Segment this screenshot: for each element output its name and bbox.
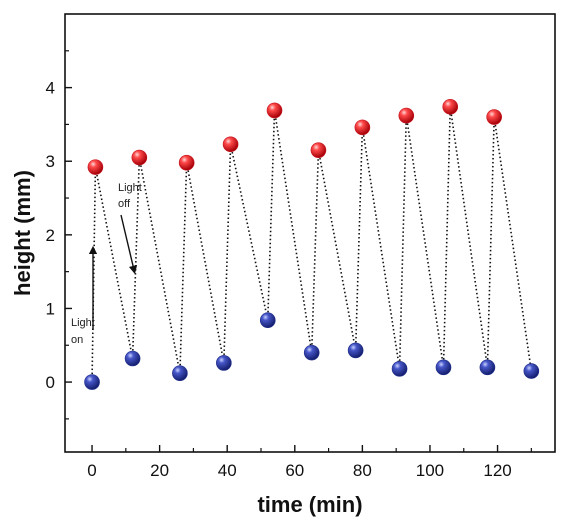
light-off-point — [259, 312, 276, 329]
light-on-point — [310, 142, 327, 158]
annotations: Light on Light off — [71, 182, 142, 346]
y-tick-label: 1 — [46, 299, 55, 318]
x-tick-label: 120 — [483, 461, 511, 480]
x-tick-label: 40 — [218, 461, 237, 480]
light-on-point — [266, 102, 283, 119]
x-tick-label: 0 — [87, 461, 96, 480]
light-on-point — [87, 159, 104, 175]
y-axis-ticks: 0 1 2 3 4 — [46, 50, 72, 420]
x-tick-label: 60 — [285, 461, 304, 480]
light-on-point — [398, 107, 415, 124]
light-off-point — [479, 359, 496, 376]
x-tick-label: 20 — [150, 461, 169, 480]
connector-segment — [405, 115, 445, 368]
light-on-label: Light — [71, 317, 95, 329]
light-on-point — [442, 98, 459, 115]
x-axis-title: time (min) — [257, 492, 362, 517]
light-off-point — [84, 374, 100, 390]
light-on-label: on — [71, 334, 83, 346]
connector-segment — [179, 162, 188, 374]
light-on-point — [131, 149, 148, 166]
y-tick-label: 3 — [46, 152, 55, 171]
connector-segment — [317, 150, 357, 351]
connector-segment — [229, 144, 269, 321]
light-off-point — [172, 365, 188, 382]
y-tick-label: 0 — [46, 373, 55, 392]
light-off-point — [216, 355, 232, 371]
light-off-point — [391, 361, 408, 377]
light-off-point — [303, 344, 320, 361]
connector-segment — [442, 106, 452, 368]
connector-segment — [449, 106, 489, 368]
light-on-point — [354, 119, 371, 136]
x-axis-ticks: 0 20 40 60 80 100 120 — [87, 445, 532, 480]
y-tick-label: 4 — [46, 79, 55, 98]
connector-segment — [223, 144, 232, 363]
connector-segment — [185, 162, 225, 364]
connector-segment — [398, 115, 408, 369]
connector-segment — [486, 117, 495, 368]
plot-frame — [64, 13, 556, 453]
connector-segment — [94, 166, 134, 359]
connector-segment — [310, 150, 320, 353]
connector-segment — [493, 116, 533, 372]
data-points — [84, 98, 540, 390]
connector-segment — [273, 110, 313, 353]
connector-segment — [266, 110, 276, 321]
light-off-label: Light — [118, 182, 142, 194]
light-off-point — [124, 350, 141, 367]
connector-segment — [354, 127, 364, 351]
light-on-point — [222, 136, 239, 153]
x-tick-label: 80 — [353, 461, 372, 480]
light-off-point — [435, 359, 452, 376]
connector-lines — [91, 106, 533, 383]
y-axis-title: height (mm) — [10, 170, 35, 296]
connector-segment — [361, 127, 401, 369]
connector-segment — [131, 157, 141, 359]
light-off-point — [523, 363, 540, 379]
light-off-arrow — [120, 214, 138, 275]
light-off-point — [347, 342, 364, 359]
light-off-label: off — [118, 198, 131, 210]
light-on-point — [178, 154, 195, 171]
light-on-point — [486, 109, 502, 125]
x-tick-label: 100 — [416, 461, 444, 480]
connector-segment — [138, 157, 181, 374]
y-tick-label: 2 — [46, 226, 55, 245]
